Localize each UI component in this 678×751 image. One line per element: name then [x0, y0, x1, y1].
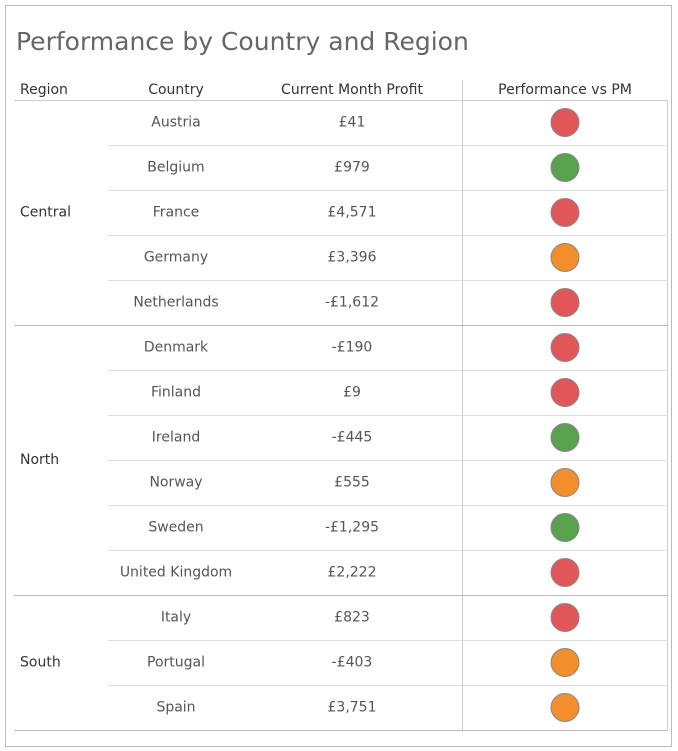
profit-cell: £979 — [334, 160, 370, 176]
profit-cell: -£403 — [332, 655, 373, 671]
profit-cell: -£1,612 — [325, 295, 379, 311]
status-indicator — [550, 603, 580, 632]
status-indicator — [550, 333, 580, 362]
profit-cell: £41 — [339, 115, 366, 131]
country-cell: Italy — [161, 610, 191, 626]
country-cell: Germany — [144, 250, 208, 266]
country-cell: United Kingdom — [120, 565, 232, 581]
region-label: Central — [20, 205, 71, 221]
profit-cell: £823 — [334, 610, 370, 626]
column-header: Region — [20, 82, 68, 98]
country-cell: Austria — [151, 115, 200, 131]
status-indicator — [550, 288, 580, 317]
status-indicator — [550, 378, 580, 407]
country-cell: Belgium — [147, 160, 204, 176]
status-indicator — [550, 243, 580, 272]
country-cell: Sweden — [148, 520, 203, 536]
profit-cell: £9 — [343, 385, 361, 401]
column-header: Country — [148, 82, 204, 98]
country-cell: Ireland — [152, 430, 200, 446]
status-indicator — [550, 558, 580, 587]
status-indicator — [550, 468, 580, 497]
profit-cell: £555 — [334, 475, 370, 491]
profit-cell: -£1,295 — [325, 520, 379, 536]
status-indicator — [550, 513, 580, 542]
country-cell: Norway — [149, 475, 202, 491]
title: Performance by Country and Region — [16, 27, 469, 56]
profit-cell: -£190 — [332, 340, 373, 356]
profit-cell: £4,571 — [328, 205, 377, 221]
profit-cell: -£445 — [332, 430, 373, 446]
status-indicator — [550, 693, 580, 722]
column-header: Performance vs PM — [498, 82, 632, 98]
region-label: North — [20, 452, 59, 468]
status-indicator — [550, 423, 580, 452]
country-cell: Portugal — [147, 655, 205, 671]
region-label: South — [20, 655, 61, 671]
profit-cell: £3,751 — [328, 700, 377, 716]
column-header: Current Month Profit — [281, 82, 423, 98]
status-indicator — [550, 648, 580, 677]
status-indicator — [550, 153, 580, 182]
country-cell: Netherlands — [133, 295, 218, 311]
country-cell: France — [153, 205, 200, 221]
country-cell: Denmark — [144, 340, 209, 356]
country-cell: Spain — [156, 700, 195, 716]
country-cell: Finland — [151, 385, 201, 401]
profit-cell: £2,222 — [328, 565, 377, 581]
profit-cell: £3,396 — [328, 250, 377, 266]
status-indicator — [550, 198, 580, 227]
status-indicator — [550, 108, 580, 137]
